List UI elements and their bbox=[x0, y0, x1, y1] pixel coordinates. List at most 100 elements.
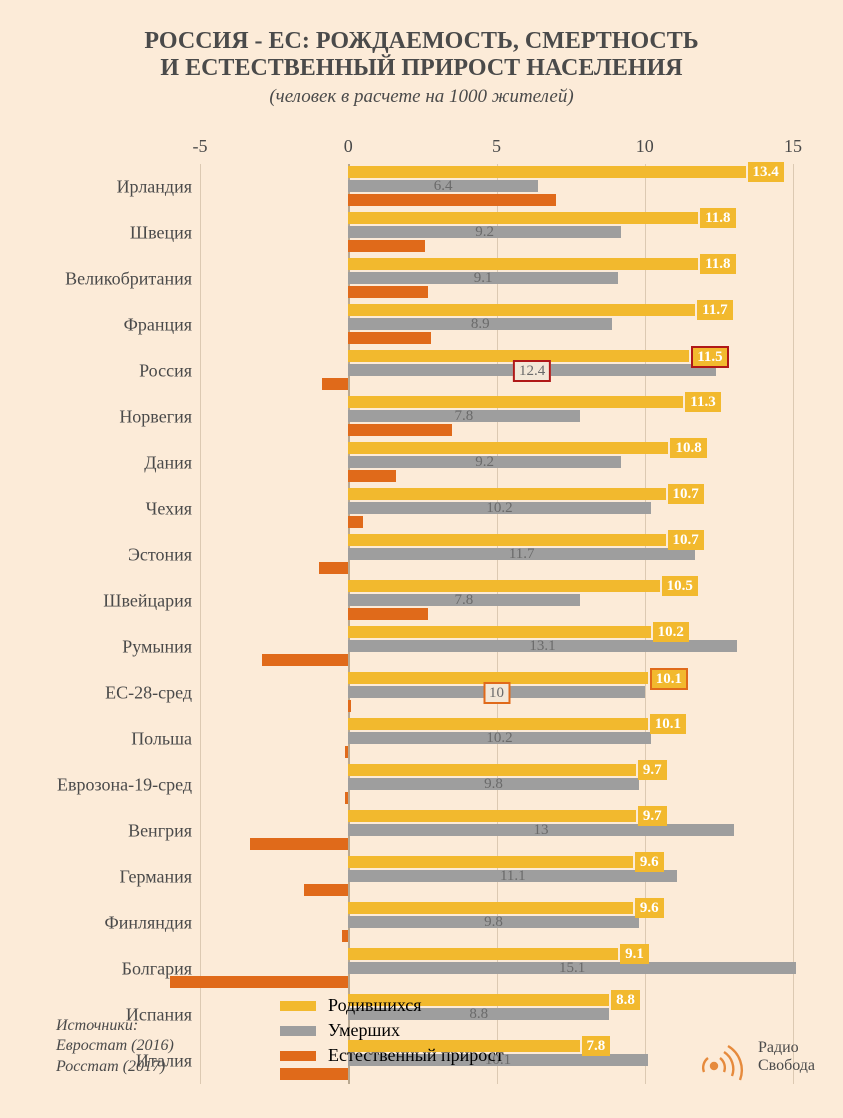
plot-area: -5051015 Ирландия13.46.4Швеция11.89.2Вел… bbox=[200, 136, 793, 1084]
value-label-death: 9.1 bbox=[469, 268, 498, 288]
bar-row: Эстония10.711.7 bbox=[200, 532, 793, 578]
brand-line-2: Свобода bbox=[758, 1057, 815, 1075]
bar-row: Венгрия9.713 bbox=[200, 808, 793, 854]
sources-label: Источники: bbox=[56, 1016, 174, 1037]
legend-swatch-growth bbox=[280, 1051, 316, 1061]
bar-row: Ирландия13.46.4 bbox=[200, 164, 793, 210]
bar bbox=[348, 700, 351, 712]
value-label-death: 10.2 bbox=[481, 498, 517, 518]
row-label: Румыния bbox=[122, 637, 200, 658]
bar-rows: Ирландия13.46.4Швеция11.89.2Великобритан… bbox=[200, 164, 793, 1084]
legend-label-birth: Родившихся bbox=[328, 995, 422, 1016]
x-tick-label: 15 bbox=[784, 136, 802, 157]
bar bbox=[345, 792, 348, 804]
x-tick-label: 10 bbox=[636, 136, 654, 157]
bar bbox=[348, 856, 633, 868]
value-label-death: 10 bbox=[483, 682, 510, 704]
value-label-birth: 10.2 bbox=[653, 622, 689, 642]
bar bbox=[348, 286, 428, 298]
value-label-death: 15.1 bbox=[554, 958, 590, 978]
value-label-death: 9.2 bbox=[470, 222, 499, 242]
bar bbox=[348, 240, 425, 252]
legend-item-birth: Родившихся bbox=[280, 995, 504, 1016]
row-label: Финляндия bbox=[105, 913, 200, 934]
row-label: Россия bbox=[139, 361, 200, 382]
bar bbox=[348, 332, 431, 344]
bar-row: Румыния10.213.1 bbox=[200, 624, 793, 670]
bar bbox=[319, 562, 349, 574]
bar bbox=[250, 838, 348, 850]
bar bbox=[348, 810, 636, 822]
legend-label-growth: Естественный прирост bbox=[328, 1045, 504, 1066]
row-label: Германия bbox=[119, 867, 200, 888]
value-label-death: 11.7 bbox=[504, 544, 540, 564]
value-label-birth: 11.5 bbox=[691, 346, 728, 368]
value-label-birth: 10.8 bbox=[670, 438, 706, 458]
bar bbox=[348, 424, 452, 436]
row-label: Эстония bbox=[128, 545, 200, 566]
bar-row: Польша10.110.2 bbox=[200, 716, 793, 762]
value-label-birth: 9.6 bbox=[635, 898, 664, 918]
value-label-death: 6.4 bbox=[429, 176, 458, 196]
legend-item-growth: Естественный прирост bbox=[280, 1045, 504, 1066]
chart-root: РОССИЯ - ЕС: РОЖДАЕМОСТЬ, СМЕРТНОСТЬ И Е… bbox=[0, 0, 843, 1118]
sources: Источники: Евростат (2016) Росстат (2017… bbox=[56, 1016, 174, 1078]
value-label-birth: 9.7 bbox=[638, 806, 667, 826]
value-label-birth: 10.5 bbox=[662, 576, 698, 596]
bar-row: Швейцария10.57.8 bbox=[200, 578, 793, 624]
bar bbox=[348, 396, 683, 408]
title-line-1: РОССИЯ - ЕС: РОЖДАЕМОСТЬ, СМЕРТНОСТЬ bbox=[20, 28, 823, 55]
row-label: Венгрия bbox=[128, 821, 200, 842]
bar bbox=[348, 258, 698, 270]
bar bbox=[348, 608, 428, 620]
value-label-death: 9.8 bbox=[479, 912, 508, 932]
sources-line-2: Росстат (2017) bbox=[56, 1057, 174, 1078]
value-label-birth: 10.1 bbox=[650, 668, 688, 690]
legend: Родившихся Умерших Естественный прирост bbox=[280, 995, 504, 1070]
value-label-death: 11.1 bbox=[495, 866, 531, 886]
value-label-birth: 10.1 bbox=[650, 714, 686, 734]
radio-svoboda-icon bbox=[698, 1032, 748, 1082]
value-label-birth: 7.8 bbox=[582, 1036, 611, 1056]
bar-row: Еврозона-19-сред9.79.8 bbox=[200, 762, 793, 808]
gridline bbox=[793, 164, 794, 1084]
bar bbox=[348, 516, 363, 528]
value-label-birth: 13.4 bbox=[748, 162, 784, 182]
bar bbox=[304, 884, 348, 896]
value-label-death: 13 bbox=[528, 820, 553, 840]
value-label-death: 13.1 bbox=[524, 636, 560, 656]
value-label-birth: 11.8 bbox=[700, 254, 735, 274]
row-label: Норвегия bbox=[119, 407, 200, 428]
bar bbox=[348, 580, 659, 592]
legend-swatch-birth bbox=[280, 1001, 316, 1011]
bar bbox=[348, 626, 650, 638]
bar-row: Чехия10.710.2 bbox=[200, 486, 793, 532]
bar bbox=[348, 442, 668, 454]
bar bbox=[322, 378, 349, 390]
bar bbox=[342, 930, 348, 942]
row-label: Великобритания bbox=[65, 269, 200, 290]
bar-row: Финляндия9.69.8 bbox=[200, 900, 793, 946]
row-label: Швейцария bbox=[103, 591, 200, 612]
bar-row: ЕС-28-сред10.110 bbox=[200, 670, 793, 716]
value-label-birth: 10.7 bbox=[668, 484, 704, 504]
brand-text: Радио Свобода bbox=[758, 1039, 815, 1076]
value-label-death: 10.2 bbox=[481, 728, 517, 748]
row-label: Дания bbox=[144, 453, 200, 474]
bar bbox=[170, 976, 348, 988]
bar-row: Германия9.611.1 bbox=[200, 854, 793, 900]
brand: Радио Свобода bbox=[698, 1032, 815, 1082]
x-tick-label: 5 bbox=[492, 136, 501, 157]
chart-subtitle: (человек в расчете на 1000 жителей) bbox=[20, 86, 823, 108]
value-label-death: 8.9 bbox=[466, 314, 495, 334]
value-label-birth: 11.3 bbox=[685, 392, 720, 412]
row-label: Швеция bbox=[130, 223, 200, 244]
bar-row: Дания10.89.2 bbox=[200, 440, 793, 486]
bar bbox=[348, 166, 745, 178]
bar-row: Великобритания11.89.1 bbox=[200, 256, 793, 302]
row-label: Польша bbox=[131, 729, 200, 750]
sources-line-1: Евростат (2016) bbox=[56, 1036, 174, 1057]
legend-item-death: Умерших bbox=[280, 1020, 504, 1041]
x-axis-ticks: -5051015 bbox=[200, 136, 793, 164]
value-label-birth: 10.7 bbox=[668, 530, 704, 550]
